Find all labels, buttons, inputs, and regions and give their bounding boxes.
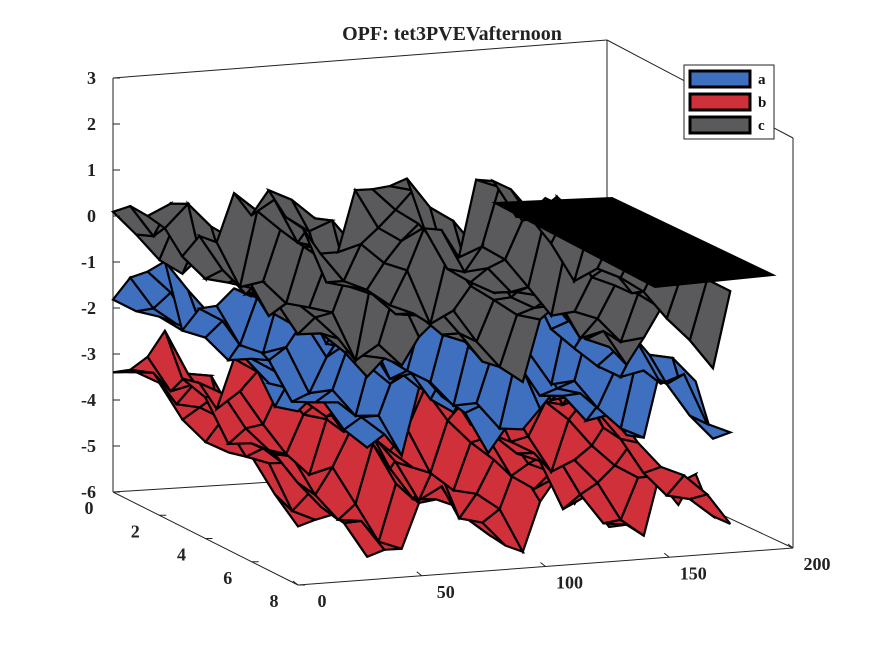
x-tick-label: 100 [556, 573, 583, 593]
back-top-edge [112, 39, 608, 79]
z-ticks-group: 3 2 1 0 -1 -2 -3 -4 -5 -6 [81, 68, 120, 502]
x-tick-mark [663, 552, 670, 558]
legend-label-b: b [758, 95, 766, 111]
z-tick-label: -1 [81, 252, 96, 272]
x-tick-mark [416, 571, 423, 577]
surface-patch-b [687, 493, 732, 525]
x-tick-label: 150 [680, 563, 707, 583]
z-tick-label: 1 [87, 160, 96, 180]
legend-swatch-c [688, 115, 752, 135]
legend-label-a: a [758, 72, 766, 88]
y-tick-label: 0 [85, 498, 94, 518]
surfaces-group [110, 177, 777, 559]
legend-label-c: c [758, 118, 765, 134]
surface-tail-c [491, 196, 777, 289]
x-tick-label: 50 [437, 582, 455, 602]
x-tick-label: 0 [318, 591, 327, 611]
x-tick-label: 200 [804, 554, 831, 574]
z-tick-label: -3 [81, 344, 96, 364]
y-tick-label: 2 [131, 521, 140, 541]
legend-swatch-b [688, 92, 752, 112]
chart-title: OPF: tet3PVEVafternoon [342, 23, 562, 45]
y-tick-label: 6 [223, 568, 232, 588]
z-tick-label: -2 [81, 298, 96, 318]
z-tick-label: -5 [81, 436, 96, 456]
y-ticks-group: 0 2 4 6 8 [85, 491, 305, 611]
x-ticks-group: 0 50 100 150 200 [292, 543, 831, 611]
z-tick-label: 0 [87, 206, 96, 226]
x-tick-mark [787, 543, 794, 549]
y-tick-label: 8 [270, 591, 279, 611]
legend: abc [683, 64, 775, 140]
z-tick-label: -6 [81, 482, 96, 502]
z-tick-label: -4 [81, 390, 96, 410]
z-tick-label: 2 [87, 114, 96, 134]
legend-swatch-a [688, 69, 752, 89]
y-tick-label: 4 [177, 545, 186, 565]
z-tick-label: 3 [87, 68, 96, 88]
x-tick-mark [540, 562, 546, 567]
x-tick-mark [292, 580, 299, 586]
